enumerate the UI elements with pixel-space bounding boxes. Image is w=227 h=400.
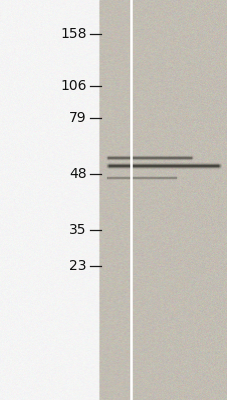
Text: 79: 79 [69, 111, 86, 125]
Text: 106: 106 [60, 79, 86, 93]
Text: 48: 48 [69, 167, 86, 181]
Text: 23: 23 [69, 259, 86, 273]
Text: 35: 35 [69, 223, 86, 237]
Text: 158: 158 [60, 27, 86, 41]
